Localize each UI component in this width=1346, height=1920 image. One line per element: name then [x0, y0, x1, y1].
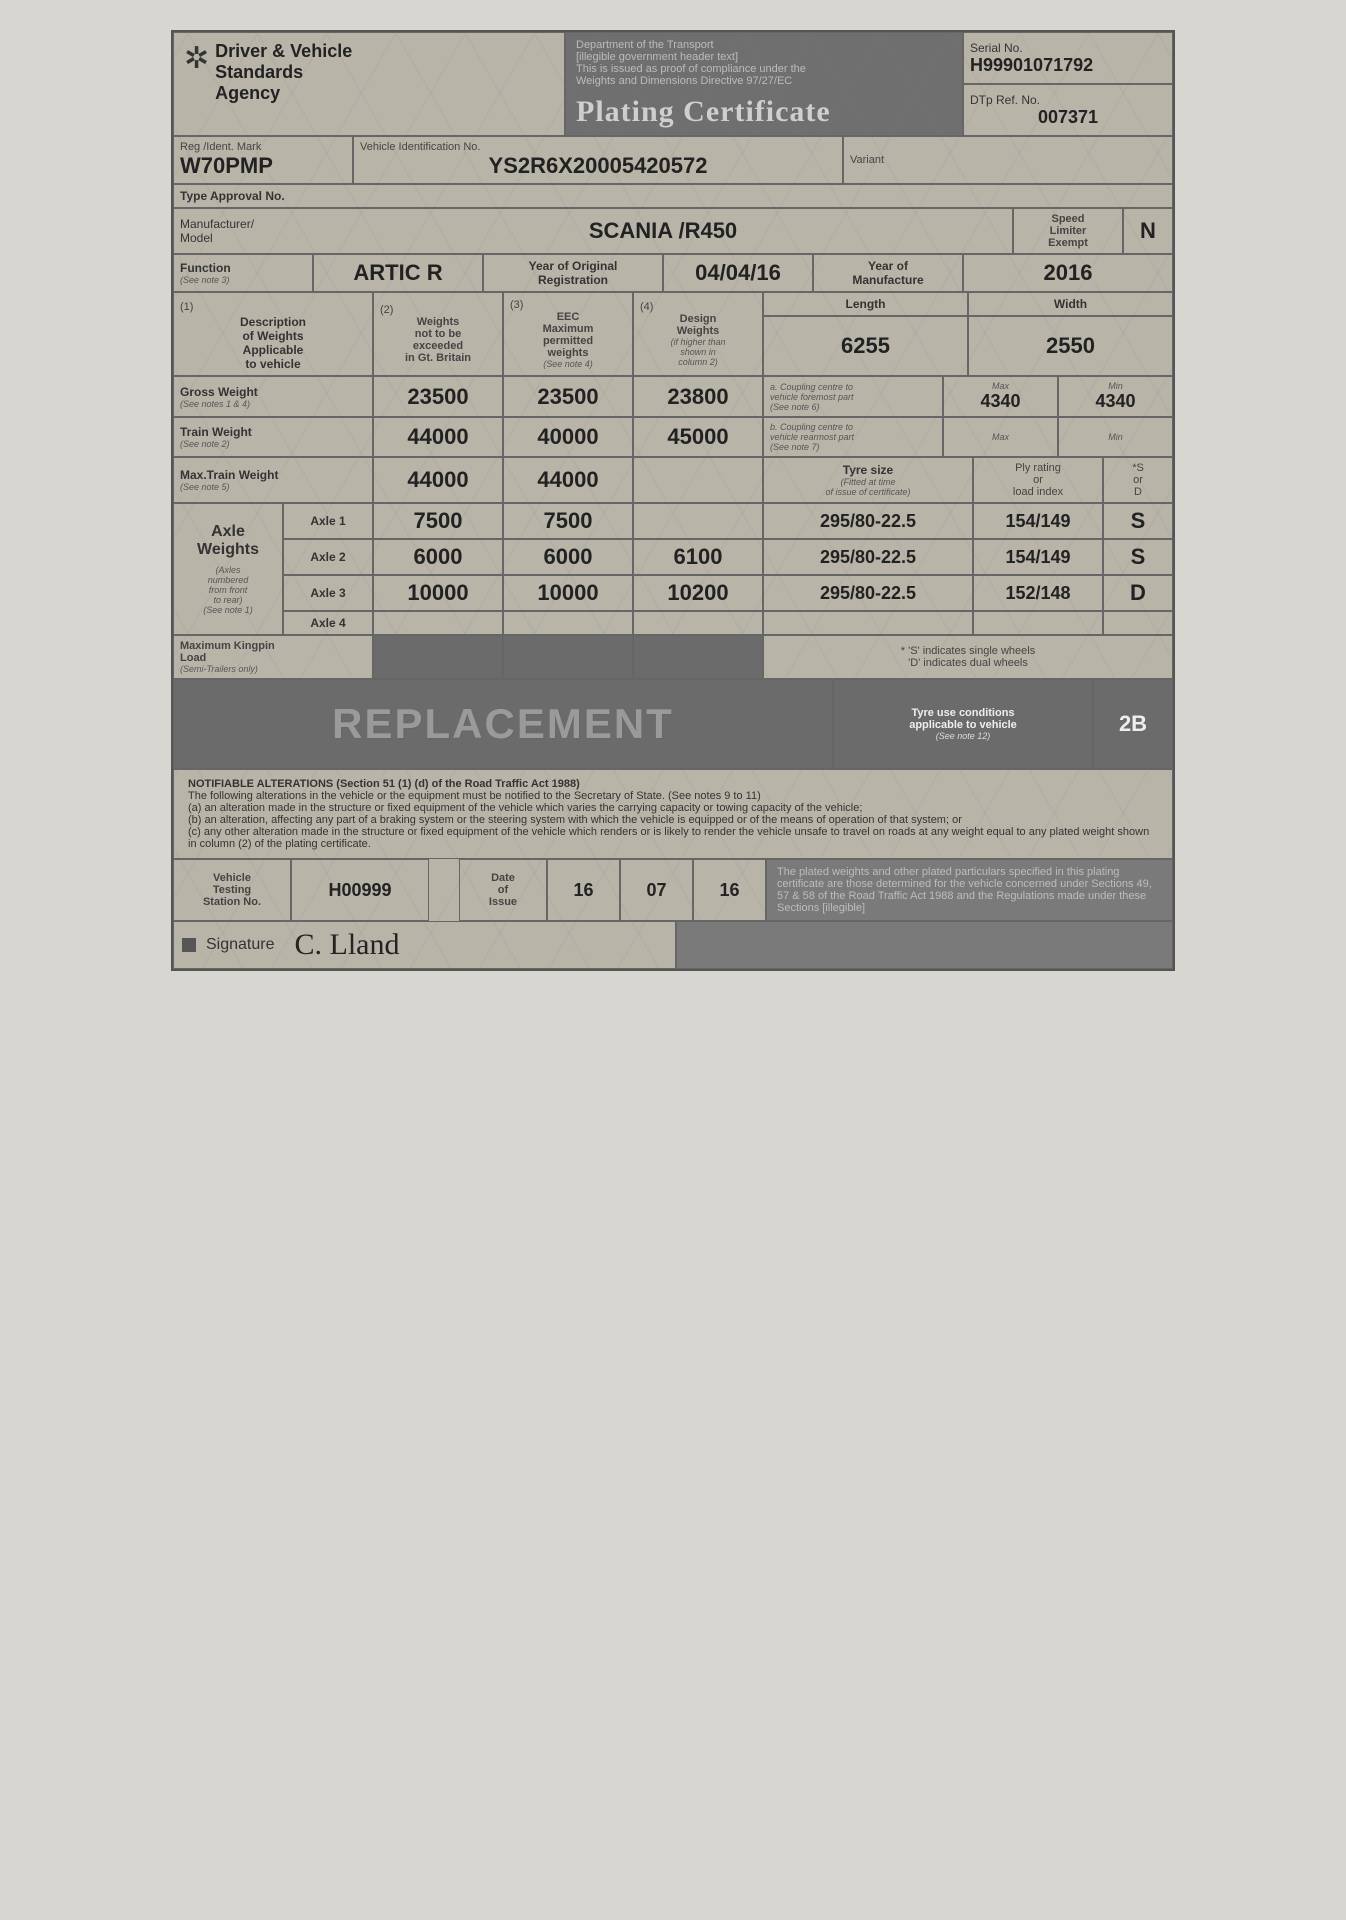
dtp-value: 007371: [970, 107, 1166, 128]
agency-line2: Standards: [215, 62, 352, 83]
header-mid: Department of the Transport [illegible g…: [565, 32, 963, 136]
train-row: Train Weight (See note 2) 44000 40000 45…: [173, 417, 1173, 457]
footer-row-2: Signature C. Lland: [173, 921, 1173, 969]
plating-title: Plating Certificate: [576, 95, 952, 129]
function-row: Function (See note 3) ARTIC R Year of Or…: [173, 254, 1173, 292]
footer-row-1: Vehicle Testing Station No. H00999 Date …: [173, 859, 1173, 921]
agency-line1: Driver & Vehicle: [215, 41, 352, 62]
square-icon: [182, 938, 196, 952]
function-value: ARTIC R: [353, 260, 442, 286]
agency-block: ✲ Driver & Vehicle Standards Agency: [173, 32, 565, 136]
signature: C. Lland: [275, 928, 420, 962]
serial-label: Serial No.: [970, 41, 1166, 55]
mfr-value: SCANIA /R450: [320, 218, 1006, 244]
header: ✲ Driver & Vehicle Standards Agency Depa…: [173, 32, 1173, 136]
maxtrain-row: Max.Train Weight (See note 5) 44000 4400…: [173, 457, 1173, 503]
ident-row: Reg /Ident. Mark W70PMP Vehicle Identifi…: [173, 136, 1173, 184]
reg-value: W70PMP: [180, 153, 346, 179]
vin-value: YS2R6X20005420572: [360, 153, 836, 179]
serial-block: Serial No. H99901071792 DTp Ref. No. 007…: [963, 32, 1173, 136]
kingpin-row: Maximum Kingpin Load (Semi-Trailers only…: [173, 635, 1173, 679]
length-value: 6255: [841, 333, 890, 359]
replacement-text: REPLACEMENT: [332, 700, 674, 748]
yom-value: 2016: [1044, 260, 1093, 286]
axle-row: Axle 175007500295/80-22.5154/149S: [283, 503, 1173, 539]
axle-block: Axle Weights (Axles numbered from front …: [173, 503, 1173, 635]
notifiable-block: NOTIFIABLE ALTERATIONS (Section 51 (1) (…: [173, 769, 1173, 859]
gross-row: Gross Weight (See notes 1 & 4) 23500 235…: [173, 376, 1173, 417]
col-header-row: (1) Description of Weights Applicable to…: [173, 292, 1173, 376]
legal-text: The plated weights and other plated part…: [766, 859, 1173, 921]
axle-row: Axle 2600060006100295/80-22.5154/149S: [283, 539, 1173, 575]
approval-row: Type Approval No.: [173, 184, 1173, 208]
yor-value: 04/04/16: [695, 260, 781, 286]
width-value: 2550: [1046, 333, 1095, 359]
agency-line3: Agency: [215, 83, 352, 104]
gear-icon: ✲: [184, 41, 209, 76]
plating-certificate: ✲ Driver & Vehicle Standards Agency Depa…: [171, 30, 1175, 971]
axle-row: Axle 4: [283, 611, 1173, 635]
serial-value: H99901071792: [970, 55, 1166, 76]
dtp-label: DTp Ref. No.: [970, 93, 1166, 107]
replacement-row: REPLACEMENT Tyre use conditions applicab…: [173, 679, 1173, 769]
tyre-cond-value: 2B: [1119, 711, 1147, 737]
mfr-row: Manufacturer/ Model SCANIA /R450 Speed L…: [173, 208, 1173, 254]
axle-row: Axle 3100001000010200295/80-22.5152/148D: [283, 575, 1173, 611]
vts-value: H00999: [328, 880, 391, 901]
speed-limiter-value: N: [1140, 218, 1156, 244]
